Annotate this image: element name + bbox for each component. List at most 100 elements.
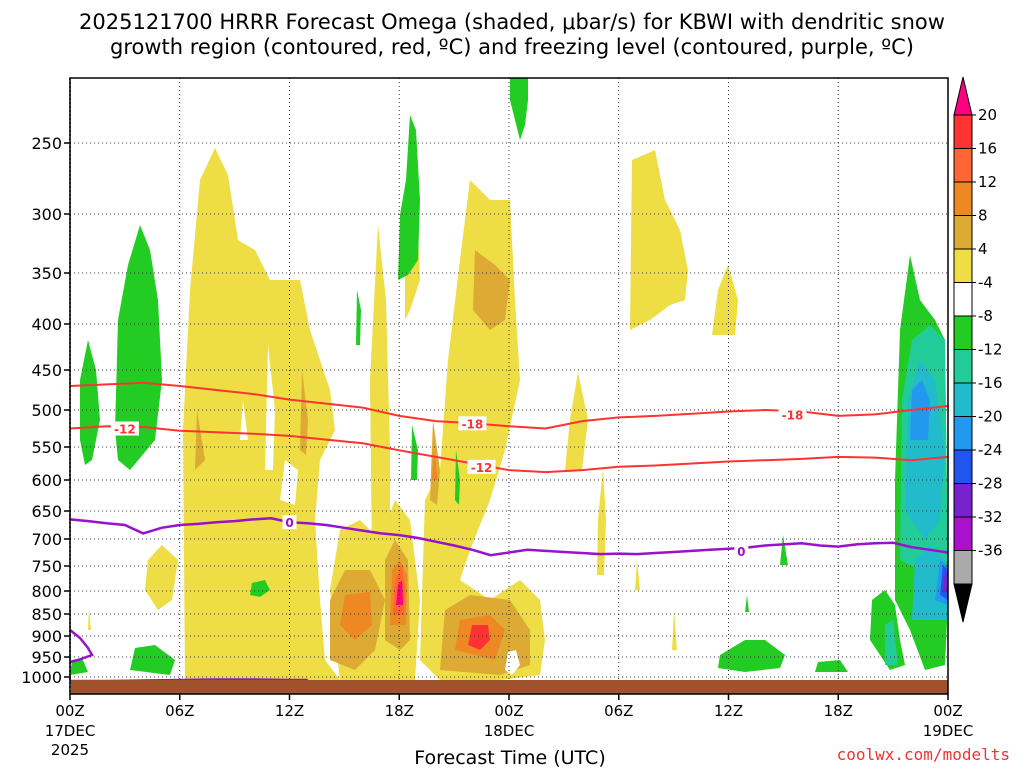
omega-region-ascent-4g (712, 265, 738, 335)
title-line-2: growth region (contoured, red, ºC) and f… (110, 35, 914, 59)
y-tick-label: 950 (31, 648, 62, 667)
colorbar-label: -24 (978, 441, 1003, 459)
colorbar-label: -8 (978, 307, 993, 325)
omega-shading (70, 78, 948, 680)
x-tick-date: 19DEC (923, 722, 974, 740)
omega-region-descent-4b (115, 225, 162, 470)
credit-link[interactable]: coolwx.com/modelts (837, 745, 1010, 764)
colorbar-label: 20 (978, 106, 997, 124)
colorbar-label: -32 (978, 508, 1003, 526)
dgz-contour-label: -18 (462, 417, 484, 431)
y-tick-label: 900 (31, 627, 62, 646)
freezing-hook-line (69, 629, 94, 664)
y-tick-label: 650 (31, 502, 62, 521)
y-tick-label: 350 (31, 264, 62, 283)
colorbar-label: -16 (978, 374, 1003, 392)
y-tick-label: 600 (31, 471, 62, 490)
y-tick-label: 400 (31, 315, 62, 334)
omega-region-descent-4o (780, 535, 788, 565)
dgz-contour-label: -18 (782, 408, 804, 422)
omega-region-descent-4g (455, 450, 460, 505)
ground-surface (71, 680, 948, 694)
omega-region-descent-4j (718, 640, 785, 672)
freezing-level-label: 0 (737, 545, 745, 559)
chart-title: 2025121700 HRRR Forecast Omega (shaded, … (79, 10, 945, 59)
freezing-label-bg (282, 515, 297, 530)
omega-hole-c (505, 650, 520, 675)
y-tick-label: 750 (31, 557, 62, 576)
dgz-label-bg (467, 459, 496, 474)
omega-region-descent-4m (70, 658, 88, 675)
colorbar-swatch (953, 315, 973, 350)
title-line-1: 2025121700 HRRR Forecast Omega (shaded, … (79, 10, 945, 34)
omega-region-descent-4e (356, 290, 361, 345)
x-tick-label: 18Z (385, 702, 414, 720)
y-axis: 250 300 350 400 450 500 550 600 650 700 750 800 850 9… (21, 134, 70, 687)
omega-region-descent-4c (398, 115, 420, 280)
x-tick-label: 00Z (55, 702, 84, 720)
omega-region-ascent-4k (635, 560, 640, 590)
freezing-level-label: 0 (285, 516, 293, 530)
colorbar: 20 16 12 8 4 -4 -8 -12 -16 -20 -24 -28 -32 -36 (953, 76, 1003, 623)
x-tick-label: 00Z (933, 702, 962, 720)
omega-region-ascent-4m (88, 608, 91, 630)
colorbar-label: -28 (978, 475, 1003, 493)
colorbar-swatch (953, 550, 973, 585)
omega-region-ascent-4f (630, 150, 688, 330)
dgz-contour-line--12 (69, 425, 949, 474)
y-tick-label: 700 (31, 530, 62, 549)
omega-region-ascent-4l (672, 610, 677, 650)
colorbar-swatch (953, 382, 973, 417)
omega-region-descent-24a (943, 572, 948, 592)
omega-region-ascent-4c (370, 225, 390, 560)
colorbar-label: 12 (978, 173, 997, 191)
dgz-label-bg (458, 416, 487, 431)
x-tick-label: 12Z (714, 702, 743, 720)
colorbar-top-arrow (953, 76, 973, 116)
omega-region-descent-4p (745, 595, 749, 612)
x-axis-label: Forecast Time (UTC) (414, 747, 605, 768)
x-tick-label: 06Z (165, 702, 194, 720)
y-tick-label: 550 (31, 438, 62, 457)
freezing-label-bg (734, 543, 749, 558)
y-tick-label: 450 (31, 361, 62, 380)
colorbar-label: -4 (978, 274, 993, 292)
omega-region-descent-8b (885, 620, 898, 665)
colorbar-swatch (953, 282, 973, 317)
omega-region-ascent-4j (597, 468, 606, 575)
omega-region-descent-4a (80, 340, 100, 465)
omega-region-ascent-12a (340, 592, 372, 640)
colorbar-swatch (953, 416, 973, 451)
omega-region-ascent-4h (565, 372, 588, 470)
omega-region-ascent-8b (300, 370, 308, 455)
colorbar-swatch (953, 114, 973, 149)
colorbar-swatch (953, 349, 973, 384)
x-tick-label: 12Z (275, 702, 304, 720)
omega-region-ascent-4a (183, 148, 340, 680)
x-tick-date: 17DEC (45, 722, 96, 740)
omega-region-ascent-4i (145, 545, 178, 610)
y-tick-label: 300 (31, 205, 62, 224)
colorbar-label: 8 (978, 207, 988, 225)
colorbar-swatch (953, 516, 973, 551)
x-tick-date: 18DEC (484, 722, 535, 740)
y-tick-label: 500 (31, 401, 62, 420)
omega-region-ascent-16b (468, 625, 490, 650)
dgz-contour-label: -12 (471, 461, 493, 475)
omega-hole-b (240, 400, 248, 440)
colorbar-swatch (953, 148, 973, 183)
omega-region-descent-4l (130, 645, 175, 675)
omega-region-ascent-8a (195, 410, 205, 470)
freezing-level-line (69, 517, 949, 557)
colorbar-swatch (953, 483, 973, 518)
colorbar-swatch (953, 248, 973, 283)
y-tick-label: 1000 (21, 668, 62, 687)
colorbar-label: -20 (978, 408, 1003, 426)
omega-region-descent-4n (250, 580, 270, 597)
dgz-label-bg (110, 421, 139, 436)
colorbar-label: -36 (978, 542, 1003, 560)
colorbar-swatch (953, 449, 973, 484)
colorbar-swatch (953, 181, 973, 216)
